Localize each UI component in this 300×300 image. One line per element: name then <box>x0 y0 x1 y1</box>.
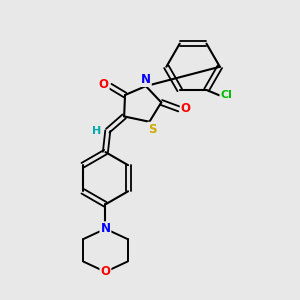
Text: S: S <box>148 123 157 136</box>
Text: O: O <box>99 78 109 91</box>
Text: O: O <box>181 103 191 116</box>
Text: O: O <box>100 266 110 278</box>
Text: N: N <box>141 73 151 86</box>
Text: H: H <box>92 126 101 136</box>
Text: N: N <box>100 222 110 235</box>
Text: Cl: Cl <box>220 90 232 100</box>
